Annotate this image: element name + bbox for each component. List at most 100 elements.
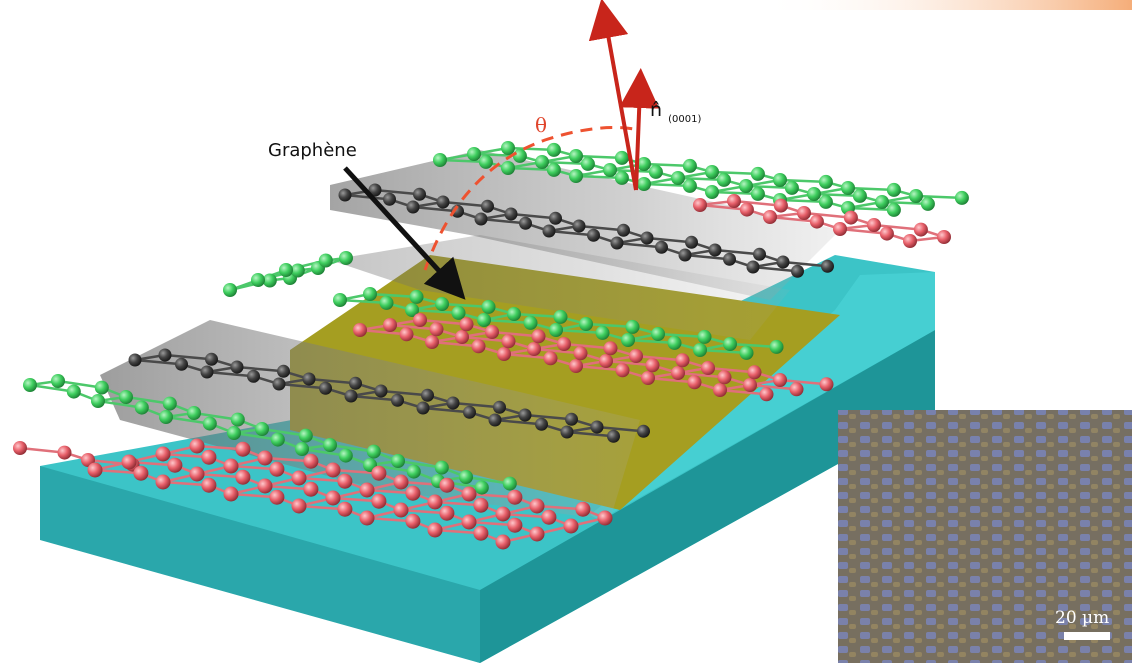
red-atom	[903, 234, 917, 248]
bond	[397, 459, 442, 469]
bond	[308, 377, 356, 385]
red-atom	[359, 510, 375, 526]
bond	[503, 352, 551, 360]
bond	[468, 520, 515, 527]
red-atom	[743, 378, 757, 392]
bond	[745, 184, 792, 190]
green-atom	[435, 297, 449, 311]
bond	[714, 248, 760, 256]
red-atom	[615, 363, 630, 378]
bond	[677, 371, 725, 379]
red-atom	[879, 226, 894, 241]
red-atom	[717, 370, 732, 385]
green-atom	[750, 186, 765, 201]
bond	[566, 430, 614, 438]
bond	[134, 358, 182, 366]
dark-atom	[406, 200, 420, 214]
bond	[646, 236, 692, 244]
green-atom	[954, 190, 969, 205]
bond	[635, 354, 683, 362]
dark-atom	[572, 219, 586, 233]
dark-atom	[535, 417, 548, 431]
red-atom	[713, 383, 727, 397]
green-atom	[818, 194, 833, 209]
bond	[442, 200, 488, 208]
green-atom	[366, 444, 381, 459]
bond	[729, 342, 777, 349]
dark-atom	[493, 400, 506, 414]
red-atom	[201, 477, 217, 493]
bond	[548, 229, 594, 237]
red-atom	[337, 473, 353, 489]
bond	[400, 508, 447, 515]
red-atom	[291, 470, 307, 486]
bond	[813, 192, 860, 198]
green-atom	[51, 374, 65, 388]
dark-atom	[158, 348, 172, 362]
green-atom	[648, 164, 663, 179]
dark-atom	[565, 412, 578, 426]
bond	[329, 443, 374, 453]
dark-atom	[200, 365, 214, 379]
green-atom	[909, 189, 923, 203]
red-atom	[507, 489, 523, 505]
green-atom	[739, 179, 753, 193]
green-atom	[379, 295, 394, 310]
bond	[261, 427, 306, 437]
red-atom	[485, 325, 499, 339]
bond	[533, 347, 581, 355]
bond	[643, 182, 690, 188]
green-atom	[769, 339, 784, 354]
bond	[162, 480, 209, 487]
bond	[779, 178, 826, 184]
green-atom	[697, 329, 712, 344]
dark-atom	[391, 393, 404, 407]
red-atom	[87, 462, 103, 478]
bond	[483, 318, 531, 325]
green-atom	[784, 180, 799, 195]
red-atom	[809, 214, 824, 229]
red-atom	[133, 465, 149, 481]
bond	[555, 328, 603, 335]
normal-label: n̂ (0001)	[650, 99, 701, 125]
dark-atom	[383, 192, 396, 206]
red-atom	[303, 481, 319, 497]
dark-atom	[723, 252, 736, 266]
dark-atom	[678, 248, 692, 262]
graphene-label: Graphène	[268, 140, 357, 161]
bond	[465, 475, 510, 485]
red-atom	[471, 339, 486, 354]
bond	[782, 260, 828, 268]
green-atom	[512, 148, 527, 163]
red-atom	[789, 382, 804, 397]
dark-atom	[549, 211, 562, 225]
green-atom	[614, 150, 629, 165]
bond	[575, 364, 623, 372]
green-atom	[409, 289, 424, 304]
bond	[657, 332, 705, 339]
dark-atom	[518, 408, 532, 422]
green-atom	[507, 307, 521, 321]
red-atom	[461, 514, 477, 530]
bond	[452, 401, 500, 409]
red-atom	[797, 206, 811, 220]
green-atom	[459, 470, 473, 484]
green-atom	[119, 390, 133, 404]
dark-atom	[421, 388, 434, 402]
red-atom	[599, 354, 613, 368]
bond	[480, 217, 526, 225]
bond	[749, 383, 797, 391]
dark-atom	[640, 231, 654, 245]
red-atom	[371, 493, 387, 509]
green-atom	[569, 149, 583, 163]
dark-atom	[463, 405, 476, 419]
green-atom	[338, 448, 353, 463]
green-atom	[535, 155, 549, 169]
green-atom	[290, 263, 305, 278]
green-atom	[651, 327, 665, 341]
red-atom	[201, 449, 217, 465]
green-atom	[467, 147, 481, 161]
dark-atom	[519, 216, 532, 230]
bond	[461, 335, 509, 343]
